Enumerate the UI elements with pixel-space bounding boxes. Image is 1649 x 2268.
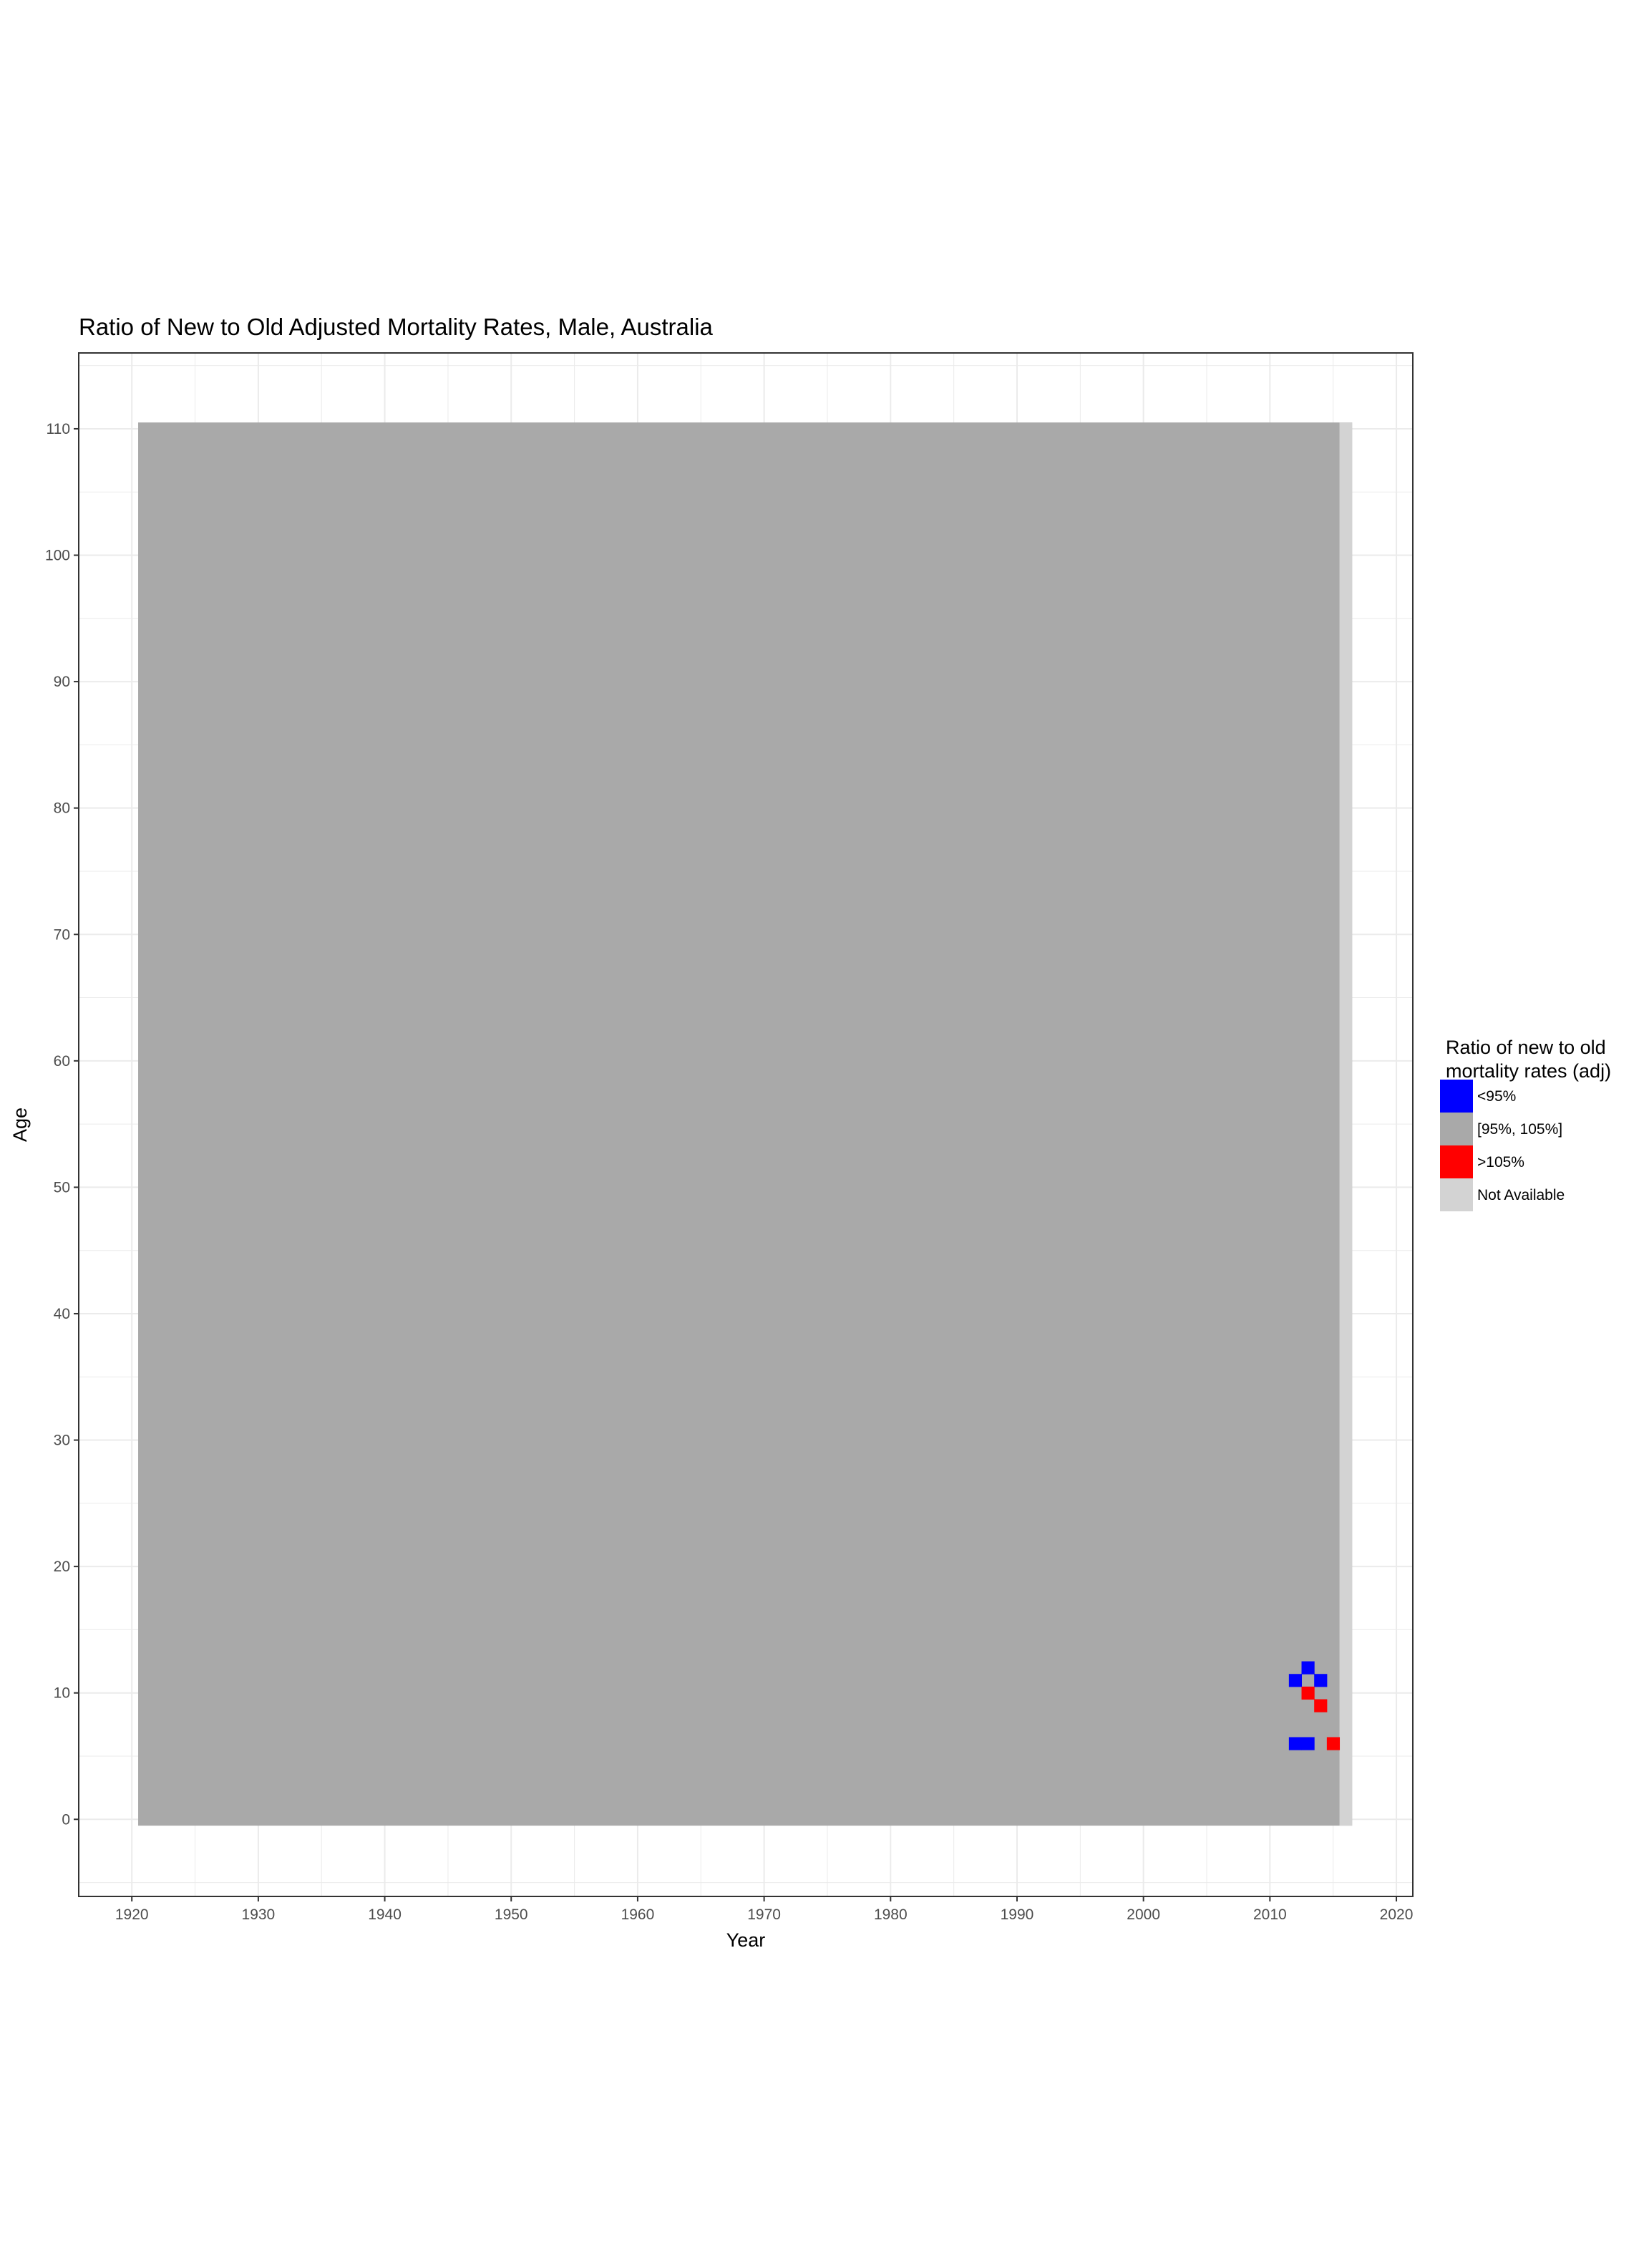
legend: Ratio of new to old mortality rates (adj… [1440, 1037, 1611, 1211]
y-tick-label: 60 [54, 1053, 70, 1070]
plot-border [78, 352, 1414, 1897]
y-axis-ticks: 0 10 20 30 40 50 60 70 80 90 100 110 [45, 421, 79, 1828]
x-tick-label: 1970 [747, 1906, 781, 1923]
y-tick-label: 50 [54, 1179, 70, 1196]
heatmap-cell [1314, 1674, 1328, 1687]
heatmap-base-region [138, 422, 1353, 1826]
legend-label: [95%, 105%] [1477, 1121, 1562, 1138]
x-tick-label: 1940 [368, 1906, 402, 1923]
x-tick-label: 1920 [115, 1906, 149, 1923]
heatmap-cell [1301, 1737, 1315, 1750]
x-tick-label: 2010 [1253, 1906, 1287, 1923]
y-tick-label: 20 [54, 1559, 70, 1575]
y-tick-label: 90 [54, 674, 70, 690]
legend-swatch [1440, 1145, 1473, 1178]
y-tick-label: 100 [45, 548, 70, 564]
x-tick-label: 2020 [1380, 1906, 1414, 1923]
y-tick-label: 10 [54, 1685, 70, 1702]
heatmap-cell [1326, 1737, 1341, 1750]
x-tick-label: 1990 [1001, 1906, 1034, 1923]
legend-swatch [1440, 1080, 1473, 1113]
y-tick-label: 80 [54, 800, 70, 817]
legend-label: Not Available [1477, 1187, 1565, 1203]
x-axis-label: Year [726, 1929, 766, 1951]
y-tick-label: 0 [62, 1811, 70, 1828]
x-tick-label: 1960 [621, 1906, 655, 1923]
legend-entries: <95% [95%, 105%] >105% Not Available [1440, 1080, 1565, 1211]
y-tick-label: 30 [54, 1433, 70, 1449]
legend-label: <95% [1477, 1088, 1516, 1105]
y-axis-label: Age [9, 1108, 31, 1142]
chart-title: Ratio of New to Old Adjusted Mortality R… [79, 314, 714, 340]
legend-title-line-2: mortality rates (adj) [1446, 1060, 1611, 1082]
heatmap-cell [1314, 1699, 1328, 1712]
x-tick-label: 1980 [874, 1906, 908, 1923]
x-tick-label: 1950 [495, 1906, 528, 1923]
x-tick-label: 1930 [242, 1906, 276, 1923]
heatmap-cell [1288, 1737, 1303, 1750]
x-axis-ticks: 1920 1930 1940 1950 1960 1970 1980 1990 2000 2010… [115, 1896, 1414, 1923]
legend-title-line-1: Ratio of new to old [1446, 1037, 1606, 1058]
heatmap-cell [1288, 1674, 1303, 1687]
heatmap-cells [138, 422, 1353, 1826]
heatmap-cell [1301, 1686, 1315, 1700]
heatmap-cell [1301, 1661, 1315, 1675]
y-tick-label: 70 [54, 926, 70, 943]
y-tick-label: 110 [47, 421, 70, 437]
legend-swatch [1440, 1113, 1473, 1145]
legend-swatch [1440, 1178, 1473, 1211]
y-tick-label: 40 [54, 1306, 70, 1322]
not-available-column [1339, 422, 1353, 1826]
legend-label: >105% [1477, 1154, 1524, 1171]
x-tick-label: 2000 [1127, 1906, 1160, 1923]
